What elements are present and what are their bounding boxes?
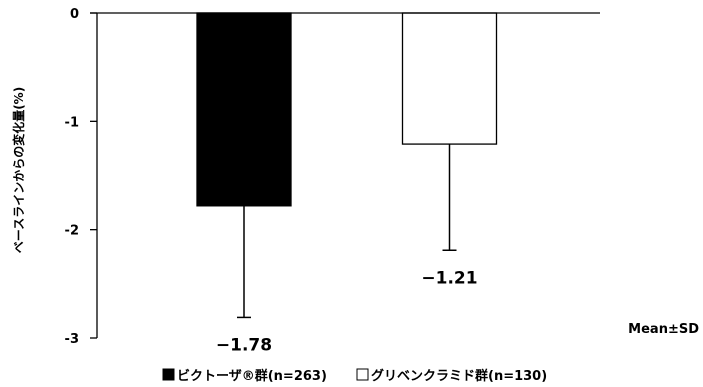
y-tick-label-0: 0 bbox=[70, 7, 79, 22]
y-tick-label-1: -1 bbox=[65, 115, 79, 130]
error-bars-group bbox=[237, 144, 457, 319]
mean-sd-annotation: Mean±SD bbox=[628, 322, 699, 337]
bar-2 bbox=[401, 12, 498, 145]
data-label-2: −1.21 bbox=[421, 268, 477, 288]
data-label-1: −1.78 bbox=[216, 335, 272, 355]
data-labels-group: −1.78 −1.21 bbox=[216, 268, 478, 355]
legend-swatch-liraglutide bbox=[162, 368, 175, 381]
legend-label-liraglutide: ビクトーザ®群(n=263) bbox=[177, 368, 327, 384]
y-ticks-group: 0 -1 -2 -3 bbox=[65, 7, 97, 347]
y-axis-title: ベースラインからの変化量(%) bbox=[11, 87, 26, 253]
y-tick-label-2: -2 bbox=[65, 224, 79, 239]
bar-1 bbox=[196, 12, 292, 207]
legend-label-glibenclamide: グリベンクラミド群(n=130) bbox=[371, 368, 547, 384]
legend: ビクトーザ®群(n=263) グリベンクラミド群(n=130) bbox=[162, 368, 547, 384]
y-tick-label-3: -3 bbox=[65, 332, 79, 347]
bars-group bbox=[196, 12, 498, 207]
legend-swatch-glibenclamide bbox=[356, 368, 369, 381]
